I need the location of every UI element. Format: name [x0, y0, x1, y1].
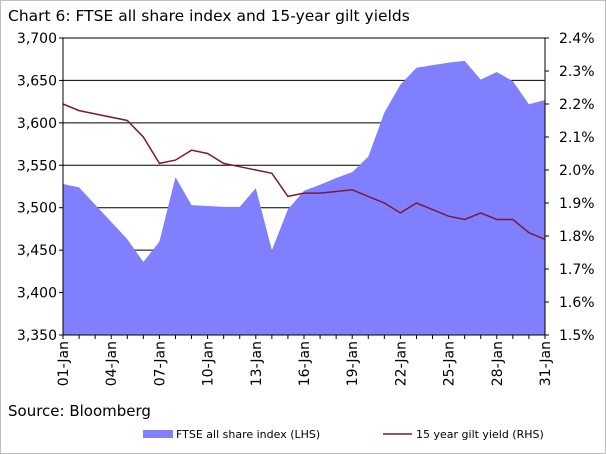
x-tick-label: 25-Jan [442, 341, 458, 386]
right-tick-label: 1.6% [559, 295, 595, 311]
right-tick-label: 2.2% [559, 97, 595, 113]
left-axis-ticks: 3,350 3,400 3,450 3,500 3,550 3,600 3,650 3,700 [17, 31, 63, 344]
right-tick-label: 2.4% [559, 31, 595, 47]
right-tick-label: 1.5% [559, 328, 595, 344]
chart-title: Chart 6: FTSE all share index and 15-yea… [8, 7, 410, 25]
ftse-area-layer [63, 60, 545, 335]
x-tick-label: 10-Jan [201, 341, 217, 386]
left-tick-label: 3,500 [17, 201, 57, 217]
right-tick-label: 1.9% [559, 196, 595, 212]
legend: FTSE all share index (LHS) 15 year gilt y… [143, 428, 544, 441]
gilt-yield-line-layer [62, 103, 546, 240]
left-tick-label: 3,700 [17, 31, 57, 47]
x-tick-label: 16-Jan [297, 341, 313, 386]
x-tick-label: 07-Jan [152, 341, 168, 386]
right-tick-label: 1.7% [559, 262, 595, 278]
right-tick-label: 2.0% [559, 163, 595, 179]
right-tick-label: 2.1% [559, 130, 595, 146]
left-tick-label: 3,550 [17, 158, 57, 174]
x-tick-label: 01-Jan [56, 341, 72, 386]
right-axis-ticks: 1.5% 1.6% 1.7% 1.8% 1.9% 2.0% 2.1% 2.2% 2.3% 2.4% [545, 31, 595, 344]
left-tick-label: 3,650 [17, 73, 57, 89]
right-tick-label: 2.3% [559, 64, 595, 80]
x-tick-label: 13-Jan [249, 341, 265, 386]
gilt-yield-line [62, 103, 546, 240]
left-tick-label: 3,450 [17, 243, 57, 259]
right-tick-label: 1.8% [559, 229, 595, 245]
left-tick-label: 3,600 [17, 116, 57, 132]
legend-gilt-label: 15 year gilt yield (RHS) [416, 428, 544, 441]
x-tick-label: 19-Jan [345, 341, 361, 386]
left-tick-label: 3,400 [17, 286, 57, 302]
legend-area-swatch [143, 430, 173, 438]
source-note: Source: Bloomberg [8, 402, 151, 420]
ftse-area [63, 60, 545, 335]
left-tick-label: 3,350 [17, 328, 57, 344]
x-tick-label: 22-Jan [393, 341, 409, 386]
x-tick-label: 28-Jan [490, 341, 506, 386]
x-tick-label: 31-Jan [538, 341, 554, 386]
x-tick-label: 04-Jan [104, 341, 120, 386]
x-axis-ticks: 01-Jan 04-Jan 07-Jan 10-Jan 13-Jan 16-Jan 19-J… [56, 335, 554, 386]
legend-ftse-label: FTSE all share index (LHS) [176, 428, 320, 441]
